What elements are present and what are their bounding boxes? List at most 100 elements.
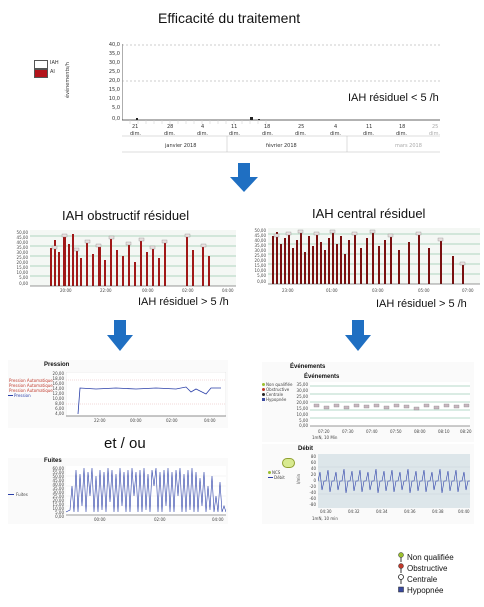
- flow-panel: Débit NCS Débit l/min 80 60 40 20 0 -20 …: [262, 444, 474, 524]
- ytick: 14,00: [52, 386, 64, 391]
- top-chart-annotation: IAH résiduel < 5 /h: [348, 92, 439, 104]
- xtick: 04:00: [212, 517, 224, 522]
- day-label: 11: [366, 124, 373, 130]
- flow-yaxis: 80 60 40 20 0 -20 -40 -60 -80: [302, 454, 316, 507]
- ytick: 5,00: [299, 418, 308, 423]
- ytick: 0: [313, 478, 316, 483]
- top-chart-bar: [136, 118, 138, 120]
- ytick: -40: [309, 490, 316, 495]
- right-branch-annotation: IAH résiduel > 5 /h: [376, 298, 467, 310]
- ytick: 25,00: [52, 494, 64, 499]
- legend-label: Pression: [14, 393, 31, 398]
- top-chart-bar: [250, 117, 253, 120]
- ytick: 15,00: [254, 263, 266, 268]
- leak-title: Fuites: [44, 458, 62, 464]
- ai-legend-swatch: [34, 69, 48, 78]
- day-label: 18: [399, 124, 406, 130]
- ytick: -20: [309, 484, 316, 489]
- flow-plot: [318, 454, 470, 508]
- legend-iah: IAH: [50, 60, 59, 66]
- pressure-title: Pression: [44, 362, 70, 368]
- ytick: 10,00: [52, 396, 64, 401]
- lollipop-icon: [262, 383, 265, 386]
- xtick: 04:00: [222, 288, 234, 293]
- arrow-down-icon: [344, 320, 372, 352]
- ytick: 50,00: [52, 474, 64, 479]
- xtick: 08:10: [438, 429, 450, 434]
- pressure-panel: Pression Pression Automatique Pression A…: [8, 360, 228, 428]
- ytick: 15,00: [16, 265, 28, 270]
- day-label: 4: [201, 124, 205, 130]
- flow-ylabel: l/min: [296, 473, 301, 484]
- xtick: 03:00: [372, 288, 384, 293]
- iah-legend-swatch: [34, 60, 48, 69]
- ytick: 80: [310, 454, 316, 459]
- ytick: 30,00: [254, 248, 266, 253]
- legend-label: Pression Automatique: [9, 378, 53, 383]
- ytick: 40,0: [108, 42, 120, 48]
- xtick: 01:00: [326, 288, 338, 293]
- xtick: 22:00: [100, 288, 112, 293]
- ytick: 20,00: [296, 400, 308, 405]
- legend-item: Hypopnée: [398, 585, 482, 595]
- ytick: 35,00: [296, 382, 308, 387]
- flow-legend: NCS Débit: [268, 470, 285, 480]
- flow-line: [318, 468, 470, 494]
- ytick: 0,00: [299, 423, 308, 428]
- ytick: 12,00: [52, 391, 64, 396]
- top-chart-plot: [122, 44, 440, 153]
- legend-ai: AI: [50, 69, 55, 75]
- weekday-label: dim.: [229, 131, 241, 137]
- xtick: 04:00: [204, 418, 216, 423]
- legend-line: [8, 494, 14, 495]
- weekday-label: dim.: [429, 131, 441, 137]
- ytick: 10,00: [52, 506, 64, 511]
- pressure-line: [77, 386, 221, 415]
- xtick: 07:40: [366, 429, 378, 434]
- ytick: 5,00: [55, 510, 64, 515]
- legend-line: [268, 477, 273, 478]
- square-icon: [262, 398, 265, 401]
- month-label: février 2018: [266, 143, 297, 149]
- ytick: 8,00: [55, 401, 64, 406]
- flow-footer: 1mN, 10 min: [312, 516, 338, 521]
- xtick: 23:00: [282, 288, 294, 293]
- ytick: 15,00: [52, 502, 64, 507]
- pressure-yaxis: 20,00 18,00 16,00 14,00 12,00 10,00 8,00…: [46, 371, 64, 416]
- xtick: 20:00: [60, 288, 72, 293]
- ytick: 45,00: [52, 478, 64, 483]
- ytick: 45,00: [16, 235, 28, 240]
- ytick: 25,00: [296, 394, 308, 399]
- events-yaxis: 35,00 30,00 25,00 20,00 15,00 10,00 5,00…: [292, 382, 308, 428]
- weekday-label: dim.: [330, 131, 342, 137]
- legend-label: Obstructive: [407, 563, 448, 573]
- weekday-label: dim.: [262, 131, 274, 137]
- lollipop-icon: [398, 574, 404, 584]
- weekday-label: dim.: [130, 131, 142, 137]
- month-label: janvier 2018: [165, 143, 197, 149]
- central-chart: 50,00 45,00 40,00 35,00 30,00 25,00 20,0…: [248, 224, 484, 296]
- ytick: 0,00: [257, 279, 266, 284]
- ytick: 60,00: [52, 466, 64, 471]
- legend-label: Obstructive: [266, 387, 290, 392]
- top-summary-chart: IAH AI événements/h 40,0 35,0 30,0 25,0 …: [30, 40, 445, 155]
- pressure-legend: Pression Automatique Pression Automatiqu…: [8, 378, 53, 398]
- xtick: 07:50: [390, 429, 402, 434]
- right-branch-title: IAH central résiduel: [312, 206, 426, 221]
- leak-panel: Fuites Fuites 60,00 55,00 50,00 45,00 40…: [8, 458, 228, 524]
- ytick: 40,00: [52, 482, 64, 487]
- legend-item: Obstructive: [398, 563, 482, 573]
- lollipop-icon: [262, 388, 265, 391]
- events-legend: Non qualifiée Obstructive Centrale Hypop…: [262, 382, 292, 402]
- arrow-down-icon: [106, 320, 134, 352]
- xtick: 00:00: [142, 288, 154, 293]
- legend-label: Hypopnée: [266, 397, 287, 402]
- ytick: 30,0: [108, 60, 120, 66]
- left-branch-title: IAH obstructif résiduel: [62, 208, 190, 223]
- leak-plot: [66, 466, 226, 516]
- day-label: 4: [334, 124, 338, 130]
- ytick: 15,00: [296, 406, 308, 411]
- ytick: 20,00: [16, 260, 28, 265]
- top-chart-yaxis: 40,0 35,0 30,0 25,0 20,0 15,0 10,0 5,0 0…: [96, 42, 120, 124]
- ytick: 40: [310, 466, 316, 471]
